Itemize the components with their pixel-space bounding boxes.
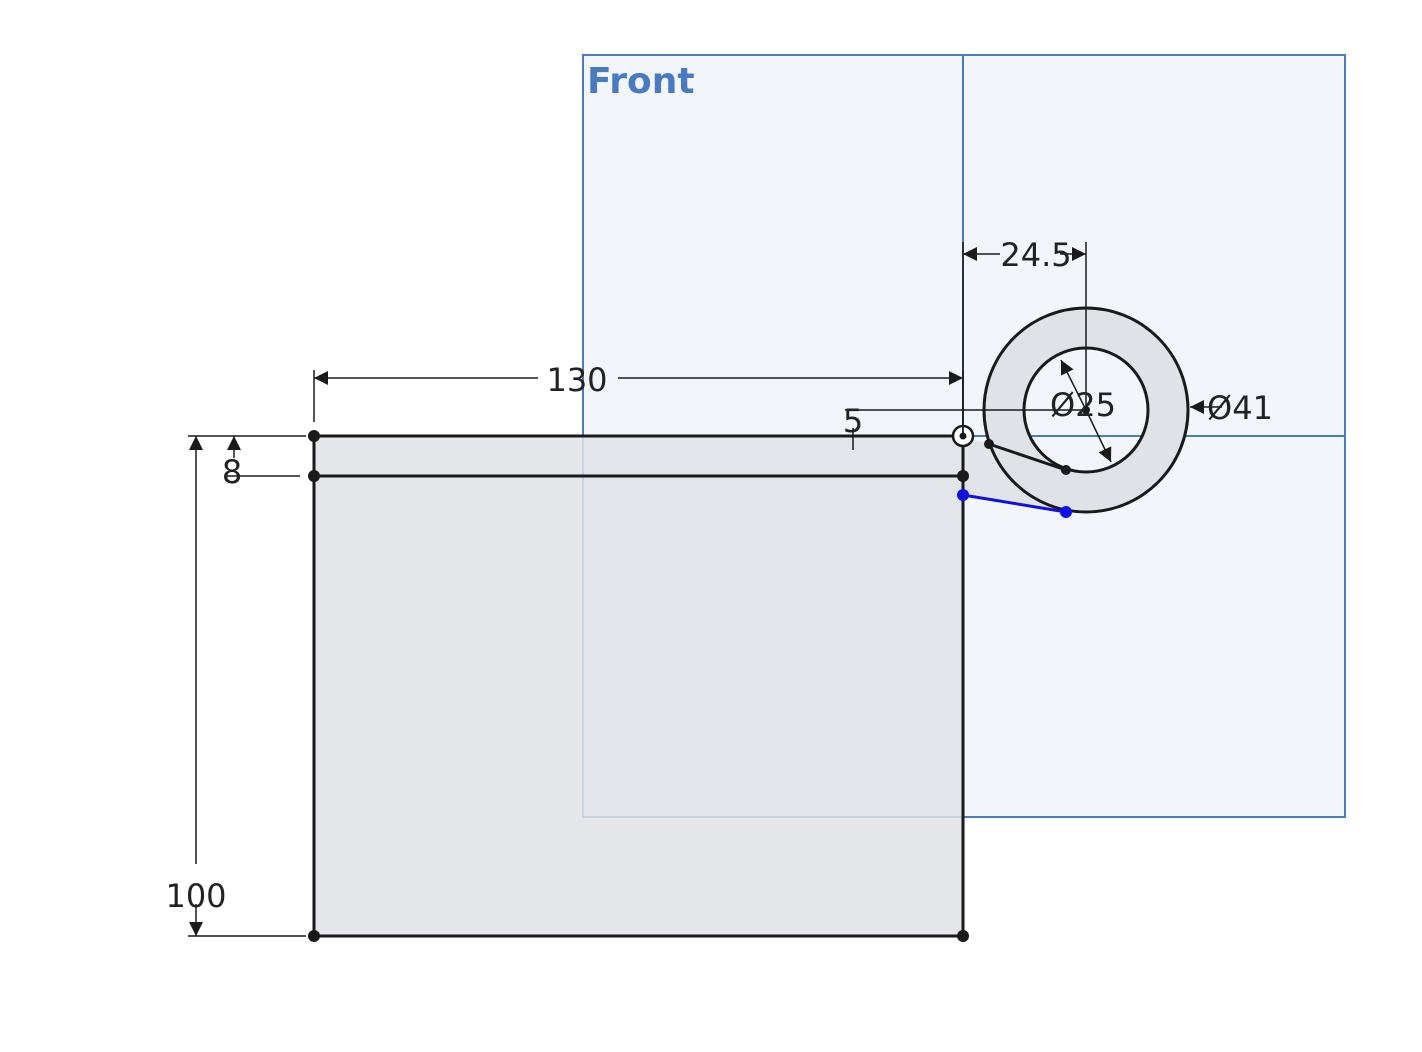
offset-x-dimension-label[interactable]: 24.5 — [1000, 236, 1071, 274]
thickness-dimension-label[interactable]: 8 — [222, 453, 242, 491]
dimensions[interactable] — [188, 242, 1222, 937]
inner-diameter-dimension[interactable] — [1060, 359, 1112, 463]
outer-diameter-label[interactable]: Ø41 — [1207, 389, 1273, 427]
dimension-labels[interactable]: 130 100 8 24.5 5 Ø25 Ø41 — [165, 236, 1272, 915]
point[interactable] — [957, 930, 969, 942]
sketch-region[interactable] — [314, 308, 1188, 936]
plane-label[interactable]: Front — [587, 61, 695, 102]
point[interactable] — [957, 470, 969, 482]
tangent-line-upper[interactable] — [988, 442, 1067, 472]
height-dimension[interactable] — [188, 435, 306, 937]
selected-point[interactable] — [957, 489, 969, 501]
height-dimension-label[interactable]: 100 — [165, 877, 226, 915]
selected-line[interactable] — [962, 493, 1067, 514]
point[interactable] — [308, 470, 320, 482]
thickness-dimension[interactable] — [226, 436, 300, 477]
point[interactable] — [1061, 465, 1071, 475]
inner-diameter-label[interactable]: Ø25 — [1050, 386, 1116, 424]
offset-y-dimension-label[interactable]: 5 — [843, 402, 863, 440]
main-profile-region[interactable] — [314, 436, 964, 936]
point[interactable] — [308, 430, 320, 442]
offset-y-dimension[interactable] — [845, 409, 1086, 450]
point[interactable] — [308, 930, 320, 942]
width-dimension-label[interactable]: 130 — [546, 361, 607, 399]
offset-x-dimension[interactable] — [962, 242, 1087, 436]
selected-point[interactable] — [1060, 506, 1072, 518]
point[interactable] — [984, 439, 994, 449]
